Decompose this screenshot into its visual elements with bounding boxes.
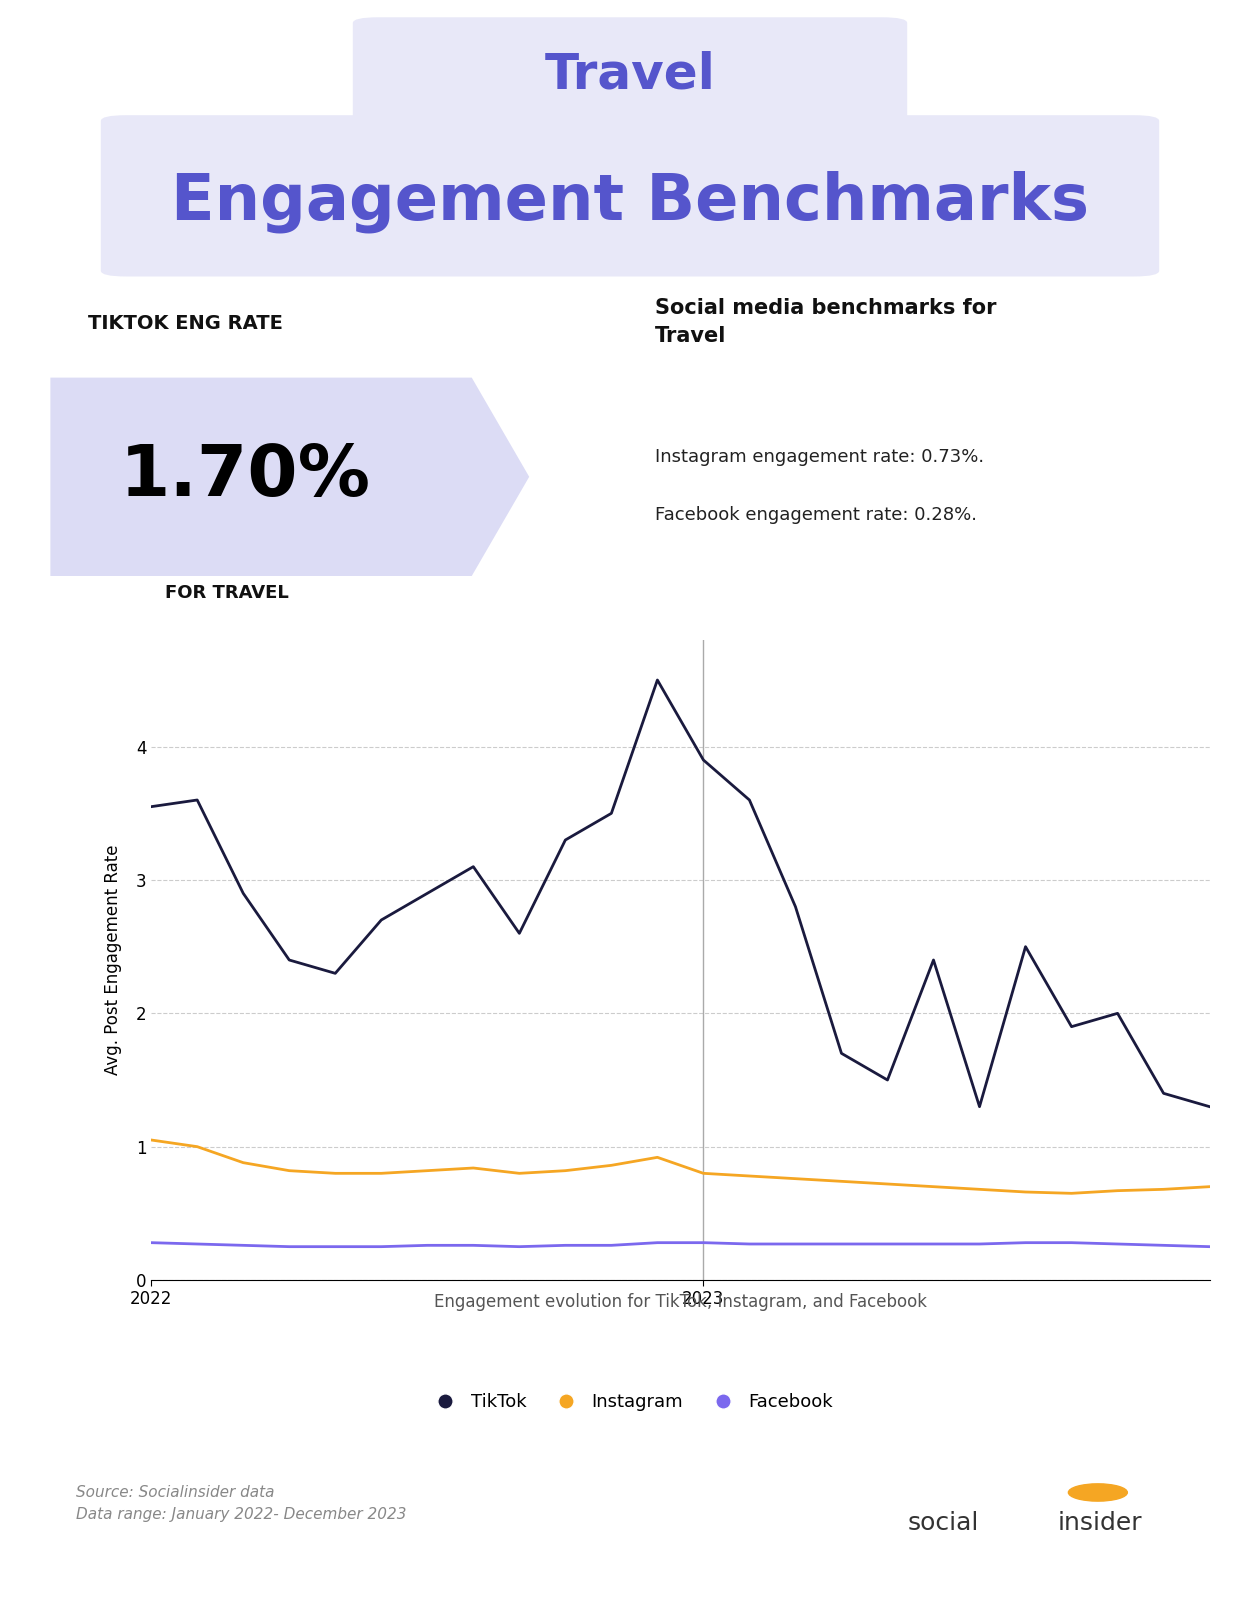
Legend: TikTok, Instagram, Facebook: TikTok, Instagram, Facebook <box>420 1386 840 1418</box>
Text: Travel: Travel <box>544 51 716 99</box>
Text: insider: insider <box>1058 1510 1143 1536</box>
Text: Source: Socialinsider data
Data range: January 2022- December 2023: Source: Socialinsider data Data range: J… <box>76 1485 406 1522</box>
Text: TIKTOK ENG RATE: TIKTOK ENG RATE <box>88 314 284 333</box>
Text: Engagement evolution for TikTok, Instagram, and Facebook: Engagement evolution for TikTok, Instagr… <box>433 1293 927 1310</box>
Text: Facebook engagement rate: 0.28%.: Facebook engagement rate: 0.28%. <box>655 506 978 523</box>
Text: FOR TRAVEL: FOR TRAVEL <box>165 584 289 602</box>
Text: Social media benchmarks for
Travel: Social media benchmarks for Travel <box>655 298 997 346</box>
Polygon shape <box>50 378 529 576</box>
Text: Instagram engagement rate: 0.73%.: Instagram engagement rate: 0.73%. <box>655 448 984 466</box>
Y-axis label: Avg. Post Engagement Rate: Avg. Post Engagement Rate <box>103 845 122 1075</box>
FancyBboxPatch shape <box>353 18 907 138</box>
Text: Engagement Benchmarks: Engagement Benchmarks <box>171 170 1089 234</box>
Text: social: social <box>907 1510 979 1536</box>
FancyBboxPatch shape <box>101 115 1159 277</box>
Circle shape <box>1068 1483 1128 1501</box>
Text: 1.70%: 1.70% <box>120 442 370 512</box>
